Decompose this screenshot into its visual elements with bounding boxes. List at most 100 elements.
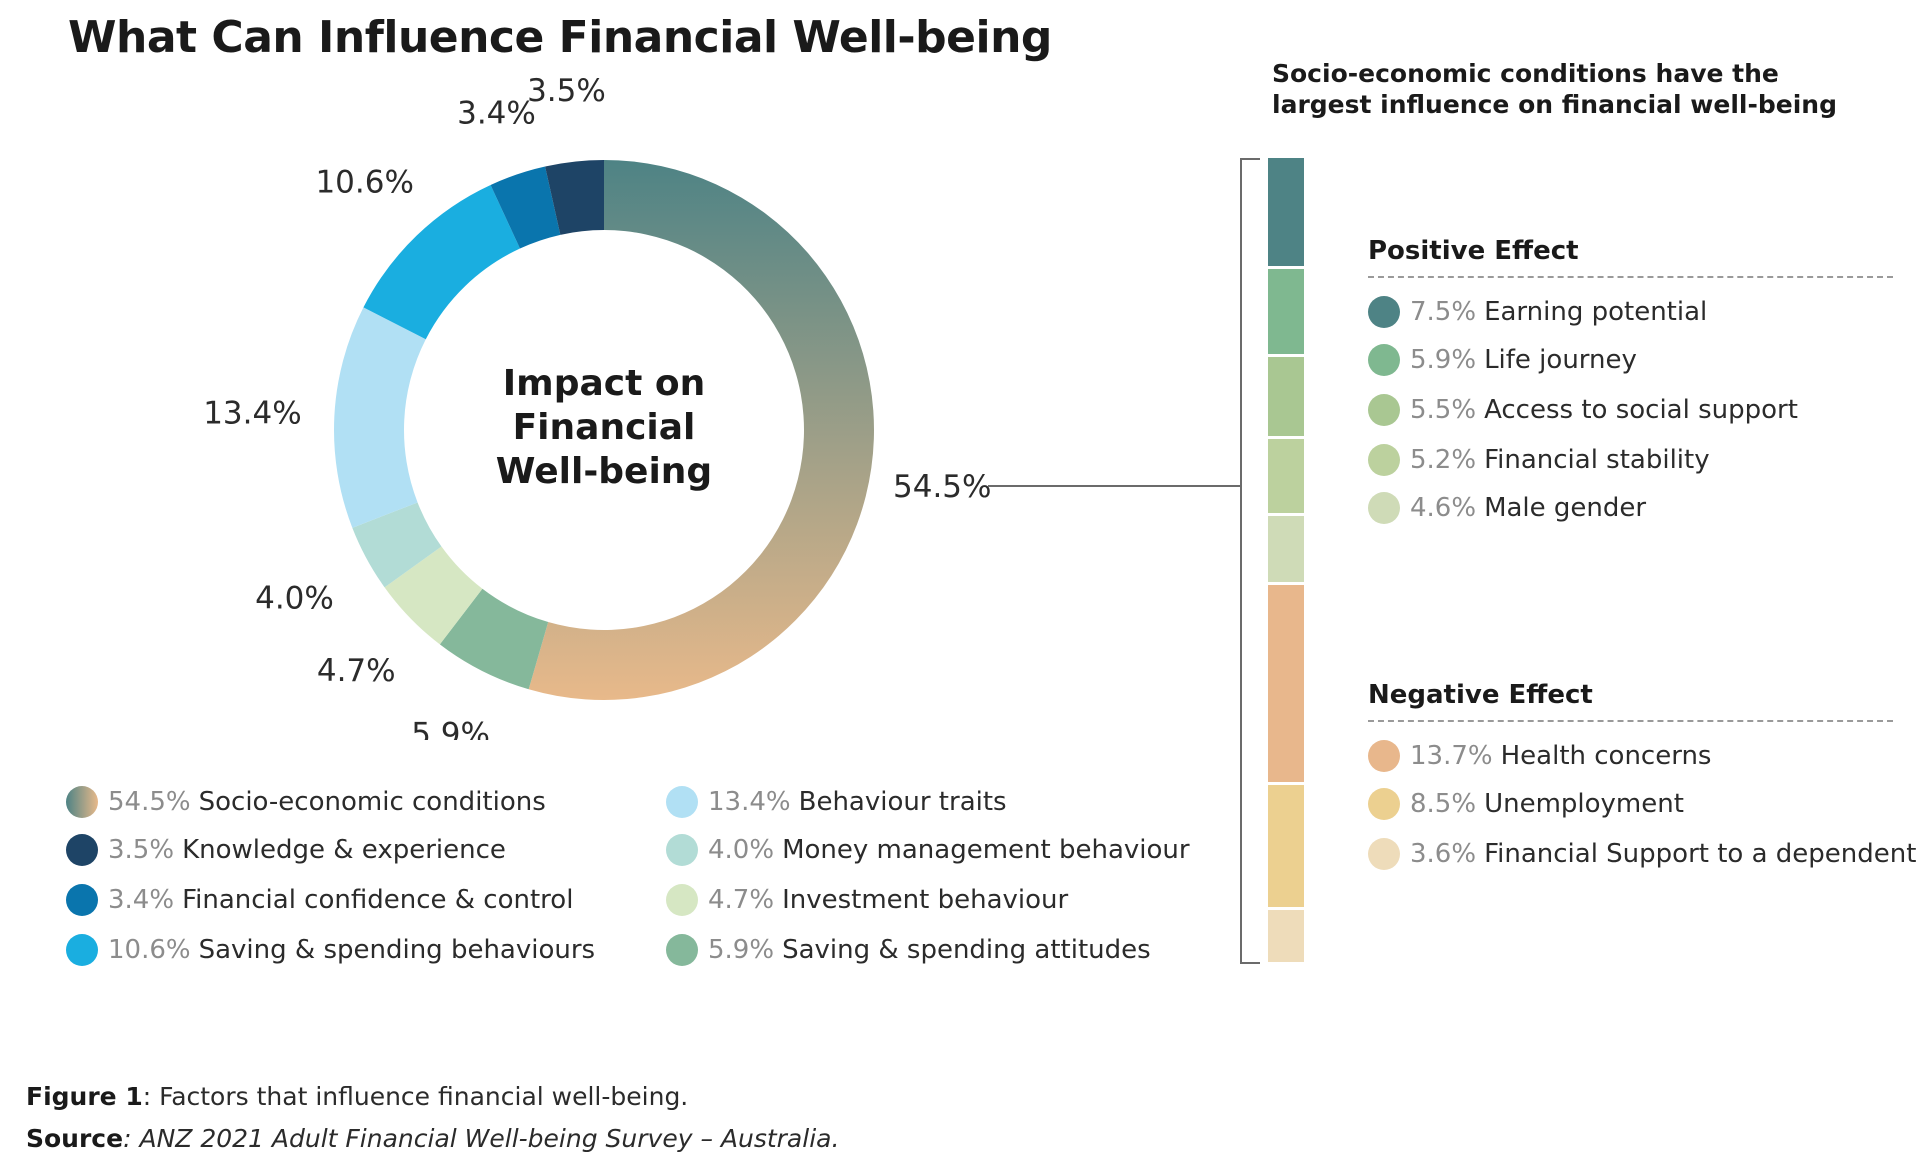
legend-item-saving-spending-behaviours: 10.6% Saving & spending behaviours bbox=[66, 934, 595, 966]
positive-item-value: 5.9% bbox=[1410, 345, 1477, 375]
legend-value: 10.6% bbox=[108, 935, 191, 965]
legend-label: Financial confidence & control bbox=[182, 885, 574, 915]
donut-slice-label-knowledge-experience: 3.5% bbox=[527, 73, 606, 109]
donut-slice-label-financial-confidence: 3.4% bbox=[457, 96, 536, 132]
stack-segment-financial-stability bbox=[1268, 438, 1304, 514]
donut-slice-label-saving-spending-behaviours: 10.6% bbox=[315, 164, 413, 200]
negative-item-swatch bbox=[1368, 740, 1400, 772]
legend-swatch-financial-confidence bbox=[66, 884, 98, 916]
positive-item-label: Male gender bbox=[1484, 493, 1647, 523]
legend-item-financial-confidence: 3.4% Financial confidence & control bbox=[66, 884, 573, 916]
positive-item-swatch bbox=[1368, 492, 1400, 524]
legend-swatch-socio-economic bbox=[66, 786, 98, 818]
negative-item-health-concerns: 13.7% Health concerns bbox=[1368, 740, 1711, 772]
positive-item-swatch bbox=[1368, 394, 1400, 426]
negative-item-unemployment: 8.5% Unemployment bbox=[1368, 788, 1684, 820]
positive-item-value: 5.2% bbox=[1410, 445, 1477, 475]
source-text: : ANZ 2021 Adult Financial Well-being Su… bbox=[123, 1124, 840, 1153]
positive-effect-heading: Positive Effect bbox=[1368, 236, 1893, 278]
positive-item-label: Life journey bbox=[1484, 345, 1637, 375]
negative-item-label: Unemployment bbox=[1484, 789, 1684, 819]
positive-item-life-journey: 5.9% Life journey bbox=[1368, 344, 1637, 376]
legend-label: Saving & spending attitudes bbox=[782, 935, 1151, 965]
legend-item-investment-behaviour: 4.7% Investment behaviour bbox=[666, 884, 1068, 916]
donut-slice-financial-confidence bbox=[490, 166, 561, 249]
legend-label: Saving & spending behaviours bbox=[198, 935, 596, 965]
donut-center-label-line-1: Impact on bbox=[503, 363, 705, 404]
positive-item-swatch bbox=[1368, 444, 1400, 476]
donut-slice-socio-economic bbox=[528, 160, 874, 700]
figure-label: Figure 1 bbox=[26, 1082, 143, 1111]
stack-segment-financial-support-to-a-dependent bbox=[1268, 910, 1304, 962]
negative-item-label: Health concerns bbox=[1500, 741, 1712, 771]
legend-item-saving-spending-attitudes: 5.9% Saving & spending attitudes bbox=[666, 934, 1151, 966]
positive-item-male-gender: 4.6% Male gender bbox=[1368, 492, 1646, 524]
legend-swatch-investment-behaviour bbox=[666, 884, 698, 916]
legend-swatch-saving-spending-attitudes bbox=[666, 934, 698, 966]
positive-item-financial-stability: 5.2% Financial stability bbox=[1368, 444, 1710, 476]
donut-slice-saving-spending-behaviours bbox=[363, 184, 520, 340]
negative-item-swatch bbox=[1368, 838, 1400, 870]
positive-item-label: Earning potential bbox=[1484, 297, 1708, 327]
figure-caption: Figure 1: Factors that influence financi… bbox=[26, 1082, 688, 1111]
donut-slice-label-money-management: 4.0% bbox=[255, 581, 334, 617]
chart-title: What Can Influence Financial Well-being bbox=[68, 12, 1052, 63]
positive-item-social-support: 5.5% Access to social support bbox=[1368, 394, 1798, 426]
legend-value: 4.7% bbox=[708, 885, 775, 915]
legend-item-behaviour-traits: 13.4% Behaviour traits bbox=[666, 786, 1007, 818]
legend-value: 54.5% bbox=[108, 787, 191, 817]
positive-item-swatch bbox=[1368, 296, 1400, 328]
legend-item-knowledge: 3.5% Knowledge & experience bbox=[66, 834, 506, 866]
stack-segment-unemployment bbox=[1268, 785, 1304, 908]
positive-item-value: 7.5% bbox=[1410, 297, 1477, 327]
donut-slice-saving-spending-attitudes bbox=[439, 588, 549, 690]
donut-center-label-line-3: Well-being bbox=[496, 451, 712, 492]
negative-effect-heading: Negative Effect bbox=[1368, 680, 1893, 722]
negative-item-value: 13.7% bbox=[1410, 741, 1493, 771]
legend-value: 3.5% bbox=[108, 835, 175, 865]
donut-center-label-line-2: Financial bbox=[513, 407, 696, 448]
legend-item-money-management: 4.0% Money management behaviour bbox=[666, 834, 1190, 866]
legend-swatch-behaviour-traits bbox=[666, 786, 698, 818]
stack-segment-health-concerns bbox=[1268, 585, 1304, 783]
donut-slice-money-management bbox=[352, 502, 442, 588]
positive-item-value: 4.6% bbox=[1410, 493, 1477, 523]
legend-swatch-money-management bbox=[666, 834, 698, 866]
negative-item-swatch bbox=[1368, 788, 1400, 820]
legend-value: 4.0% bbox=[708, 835, 775, 865]
legend-value: 13.4% bbox=[708, 787, 791, 817]
legend-label: Socio-economic conditions bbox=[198, 787, 546, 817]
breakdown-heading: Socio-economic conditions have the large… bbox=[1272, 59, 1837, 119]
positive-item-label: Financial stability bbox=[1484, 445, 1710, 475]
stack-segment-male-gender bbox=[1268, 516, 1304, 583]
donut-slice-label-saving-spending-attitudes: 5.9% bbox=[411, 716, 490, 740]
donut-slice-investment-behaviour bbox=[384, 546, 483, 645]
legend-swatch-knowledge bbox=[66, 834, 98, 866]
donut-slice-label-socio-economic: 54.5% bbox=[893, 469, 991, 505]
legend-label: Knowledge & experience bbox=[182, 835, 506, 865]
legend-item-socio-economic: 54.5% Socio-economic conditions bbox=[66, 786, 546, 818]
legend-swatch-saving-spending-behaviours bbox=[66, 934, 98, 966]
positive-item-label: Access to social support bbox=[1484, 395, 1798, 425]
legend-value: 3.4% bbox=[108, 885, 175, 915]
negative-item-value: 3.6% bbox=[1410, 839, 1477, 869]
donut-chart: 54.5% 5.9% 4.7% 4.0% 13.4% 10.6% 3.4%3.5% Impa… bbox=[203, 73, 991, 740]
negative-item-financial-support: 3.6% Financial Support to a dependent bbox=[1368, 838, 1916, 870]
negative-item-value: 8.5% bbox=[1410, 789, 1477, 819]
figure-text: : Factors that influence financial well-… bbox=[142, 1082, 689, 1111]
legend-label: Behaviour traits bbox=[798, 787, 1007, 817]
positive-item-value: 5.5% bbox=[1410, 395, 1477, 425]
source-label: Source bbox=[26, 1124, 124, 1153]
donut-legend: 54.5% Socio-economic conditions 3.5% Kno… bbox=[66, 786, 1190, 996]
stacked-breakdown-bar bbox=[1268, 158, 1304, 962]
donut-slice-knowledge-experience bbox=[545, 160, 604, 235]
connector-line bbox=[988, 485, 1240, 487]
legend-label: Investment behaviour bbox=[782, 885, 1069, 915]
legend-label: Money management behaviour bbox=[782, 835, 1190, 865]
stack-segment-life-journey bbox=[1268, 268, 1304, 354]
donut-slice-label-investment-behaviour: 4.7% bbox=[317, 653, 396, 689]
bracket-line bbox=[1240, 158, 1260, 964]
legend-value: 5.9% bbox=[708, 935, 775, 965]
positive-item-earning-potential: 7.5% Earning potential bbox=[1368, 296, 1707, 328]
negative-item-label: Financial Support to a dependent bbox=[1484, 839, 1917, 869]
